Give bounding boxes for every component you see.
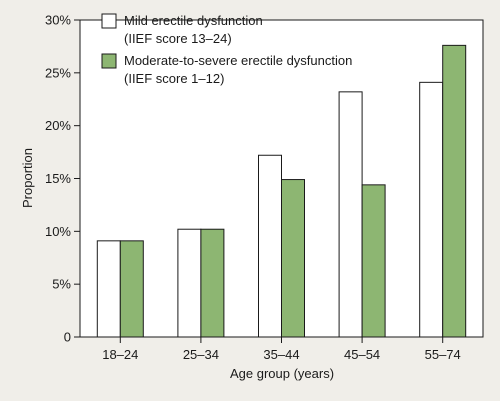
y-tick-label: 30% — [45, 13, 71, 28]
legend-sublabel-moderate-severe: (IIEF score 1–12) — [124, 71, 224, 86]
x-tick-label: 18–24 — [102, 347, 138, 362]
bar-moderate-severe — [361, 184, 386, 338]
legend-label-mild: Mild erectile dysfunction — [124, 13, 263, 28]
x-tick-label: 45–54 — [344, 347, 380, 362]
y-tick-label: 10% — [45, 224, 71, 239]
bar-mild — [419, 81, 444, 338]
x-tick-label: 55–74 — [425, 347, 461, 362]
bar-moderate-severe — [281, 179, 305, 338]
y-tick-label: 20% — [45, 118, 71, 133]
legend-swatch-moderate-severe — [101, 53, 117, 69]
bar-mild — [177, 228, 202, 338]
x-axis: 18–24 25–34 35–44 45–54 55–74 — [102, 337, 461, 362]
legend-sublabel-mild: (IIEF score 13–24) — [124, 31, 232, 46]
bar-moderate-severe — [119, 240, 144, 338]
bar-mild — [96, 240, 121, 338]
y-axis: 0 5% 10% 15% 20% 25% 30% — [45, 13, 80, 345]
legend: Mild erectile dysfunction (IIEF score 13… — [101, 13, 352, 86]
y-tick-label: 25% — [45, 65, 71, 80]
y-tick-label: 5% — [52, 277, 71, 292]
bar-moderate-severe — [442, 44, 467, 338]
legend-swatch-mild — [101, 13, 117, 29]
y-tick-label: 0 — [64, 330, 71, 345]
bars-group — [96, 44, 467, 338]
x-axis-title: Age group (years) — [230, 366, 334, 381]
bar-mild — [338, 91, 363, 338]
bar-mild — [258, 154, 282, 338]
bar-moderate-severe — [200, 228, 225, 338]
legend-label-moderate-severe: Moderate-to-severe erectile dysfunction — [124, 53, 352, 68]
y-tick-label: 15% — [45, 171, 71, 186]
y-axis-title: Proportion — [20, 148, 35, 208]
x-tick-label: 25–34 — [183, 347, 219, 362]
x-tick-label: 35–44 — [263, 347, 299, 362]
